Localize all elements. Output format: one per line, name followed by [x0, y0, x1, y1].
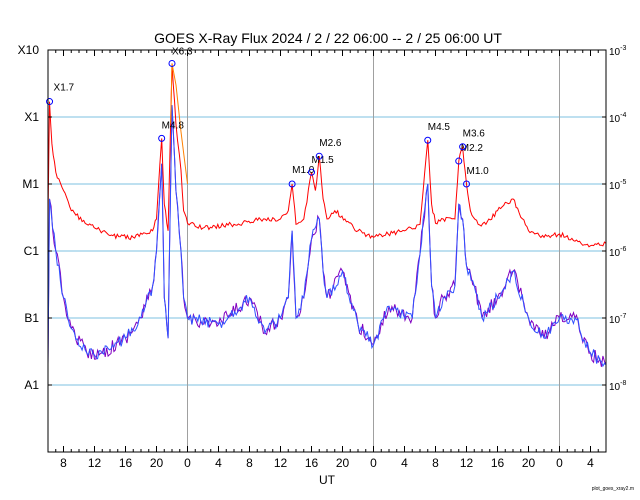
- flare-marker: [308, 168, 315, 176]
- flare-markers: X1.7M4.8X6.3M1.0M1.5M2.6M4.5M2.2M3.6M1.0: [46, 46, 490, 188]
- y-right-tick-exponent: -8: [620, 380, 626, 387]
- x-tick-label: 16: [305, 456, 319, 470]
- y-right-tick-label: 10-7: [609, 313, 626, 326]
- flare-label: X6.3: [172, 46, 193, 57]
- y-class-label: A1: [24, 378, 39, 392]
- y-class-label: X10: [18, 43, 40, 57]
- flare-label: M1.0: [467, 166, 490, 177]
- flare-label: X1.7: [54, 83, 75, 94]
- flare-marker: [46, 98, 54, 106]
- flare-label: M1.5: [312, 155, 335, 166]
- flare-marker: [455, 157, 463, 165]
- x-tick-label: 0: [556, 456, 563, 470]
- y-right-tick-exponent: -7: [620, 313, 626, 320]
- y-right-tick-label: 10-6: [609, 246, 626, 259]
- y-class-label: C1: [24, 244, 40, 258]
- y-right-tick-label: 10-3: [609, 45, 626, 58]
- x-tick-label: 8: [432, 456, 439, 470]
- y-right-tick-exponent: -4: [620, 112, 626, 119]
- y-class-label: B1: [24, 311, 39, 325]
- y-right-tick-exponent: -5: [620, 179, 626, 186]
- series-layer: [47, 63, 607, 368]
- x-tick-label: 8: [60, 456, 67, 470]
- x-tick-label: 4: [215, 456, 222, 470]
- flare-marker: [424, 136, 432, 144]
- x-tick-label: 0: [370, 456, 377, 470]
- x-tick-label: 12: [274, 456, 288, 470]
- flare-label: M4.8: [162, 120, 185, 131]
- flare-marker: [288, 180, 296, 188]
- y-right-tick-label: 10-8: [609, 380, 626, 393]
- x-axis-label: UT: [319, 473, 336, 487]
- flare-label: M3.6: [463, 129, 486, 140]
- flare-marker: [158, 134, 166, 142]
- y-right-tick-exponent: -3: [620, 45, 626, 52]
- flare-marker: [315, 152, 323, 160]
- x-tick-label: 0: [184, 456, 191, 470]
- flare-marker: [459, 143, 467, 151]
- flare-label: M2.6: [319, 138, 342, 149]
- y-right-tick-label: 10-4: [609, 112, 626, 125]
- x-tick-label: 16: [491, 456, 505, 470]
- y-right-tick-exponent: -6: [620, 246, 626, 253]
- flare-label: M2.2: [461, 143, 484, 154]
- x-tick-label: 20: [150, 456, 164, 470]
- series-short-purple: [47, 105, 607, 367]
- x-tick-label: 12: [460, 456, 474, 470]
- grid-layer: [48, 50, 606, 452]
- axis-layer: X10 X1 M1 C1 B1 A1 10-3 10-4 10-5 10-6 10-7 10-8 8 12…: [18, 43, 627, 470]
- flare-marker: [463, 180, 470, 188]
- x-tick-label: 4: [587, 456, 594, 470]
- flare-label: M1.0: [292, 165, 315, 176]
- x-tick-label: 8: [246, 456, 253, 470]
- x-tick-label: 4: [401, 456, 408, 470]
- chart-title: GOES X-Ray Flux 2024 / 2 / 22 06:00 -- 2…: [154, 30, 502, 46]
- series-short-blue: [47, 105, 607, 368]
- flare-highlight-x63: [170, 63, 188, 185]
- x-tick-label: 16: [119, 456, 133, 470]
- x-tick-label: 20: [336, 456, 350, 470]
- y-class-label: X1: [24, 110, 39, 124]
- y-right-tick-label: 10-5: [609, 179, 626, 192]
- x-tick-label: 20: [522, 456, 536, 470]
- flare-marker: [168, 59, 176, 67]
- footer-note: plot_goes_xray2.m: [592, 486, 634, 492]
- flare-label: M4.5: [428, 122, 451, 133]
- y-class-label: M1: [22, 177, 39, 191]
- series-long-red: [47, 63, 607, 248]
- x-tick-label: 12: [88, 456, 102, 470]
